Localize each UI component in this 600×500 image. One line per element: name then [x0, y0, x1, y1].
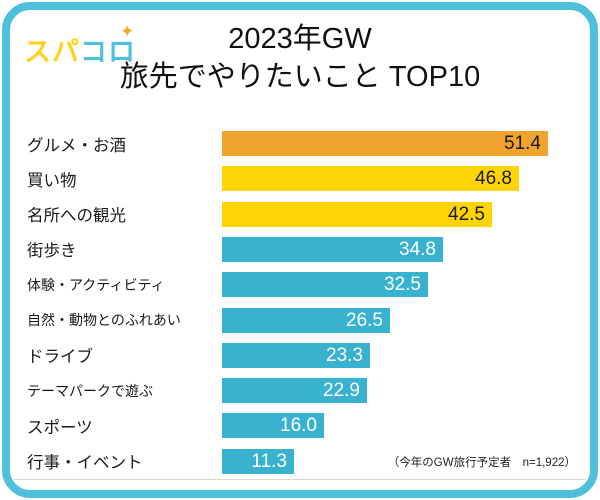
chart-row: 買い物 46.8: [10, 161, 590, 196]
chart-row: 街歩き 34.8: [10, 232, 590, 267]
bar: 46.8: [222, 166, 519, 192]
bar: 11.3: [222, 448, 294, 474]
value-label: 26.5: [346, 309, 383, 331]
value-label: 46.8: [475, 168, 512, 190]
axis-line: [14, 479, 586, 480]
bar: 32.5: [222, 272, 428, 298]
footer-note: （今年のGW旅行予定者 n=1,922）: [387, 457, 576, 469]
category-label: 名所への観光: [27, 207, 126, 226]
category-label: グルメ・お酒: [27, 136, 126, 155]
value-label: 34.8: [399, 238, 436, 260]
value-label: 22.9: [323, 380, 360, 402]
page-title-line2: 旅先でやりたいこと TOP10: [119, 61, 481, 93]
chart-row: 自然・動物とのふれあい 26.5: [10, 303, 590, 338]
sparkle-icon: ✦: [120, 22, 136, 41]
category-label: スポーツ: [27, 418, 93, 437]
logo-text-blue: コロ: [80, 37, 136, 67]
chart-row: 行事・イベント 11.3: [10, 444, 590, 479]
value-label: 32.5: [384, 274, 421, 296]
chart-row: テーマパークで遊ぶ 22.9: [10, 373, 590, 408]
page-title-line1: 2023年GW: [228, 23, 372, 55]
category-label: テーマパークで遊ぶ: [27, 382, 153, 399]
bar: 42.5: [222, 201, 492, 227]
bar: 34.8: [222, 236, 443, 262]
category-label: ドライブ: [27, 348, 93, 367]
supacolo-logo: スパコロ ✦: [24, 22, 136, 69]
value-label: 42.5: [448, 203, 485, 225]
bar-chart: グルメ・お酒 51.4 買い物 46.8 名所への観光 42.5 街歩き 34.8 体験・アクテ…: [10, 126, 590, 479]
chart-row: 体験・アクティビティ 32.5: [10, 267, 590, 302]
chart-row: 名所への観光 42.5: [10, 197, 590, 232]
value-label: 11.3: [251, 450, 287, 472]
chart-row: グルメ・お酒 51.4: [10, 126, 590, 161]
logo-text-yellow: スパ: [24, 37, 80, 67]
bar: 23.3: [222, 342, 370, 368]
value-label: 51.4: [504, 133, 541, 154]
page-title: 2023年GW 旅先でやりたいこと TOP10: [10, 20, 590, 96]
category-label: 街歩き: [27, 242, 77, 261]
bar: 22.9: [222, 378, 367, 404]
category-label: 買い物: [27, 171, 77, 190]
category-label: 自然・動物とのふれあい: [27, 312, 181, 328]
chart-row: ドライブ 23.3: [10, 338, 590, 373]
value-label: 16.0: [280, 415, 317, 437]
value-label: 23.3: [326, 344, 363, 366]
category-label: 行事・イベント: [27, 454, 143, 473]
bar: 51.4: [222, 131, 548, 156]
category-label: 体験・アクティビティ: [27, 276, 165, 293]
chart-row: スポーツ 16.0: [10, 408, 590, 443]
bar: 16.0: [222, 413, 324, 439]
bar: 26.5: [222, 307, 390, 333]
